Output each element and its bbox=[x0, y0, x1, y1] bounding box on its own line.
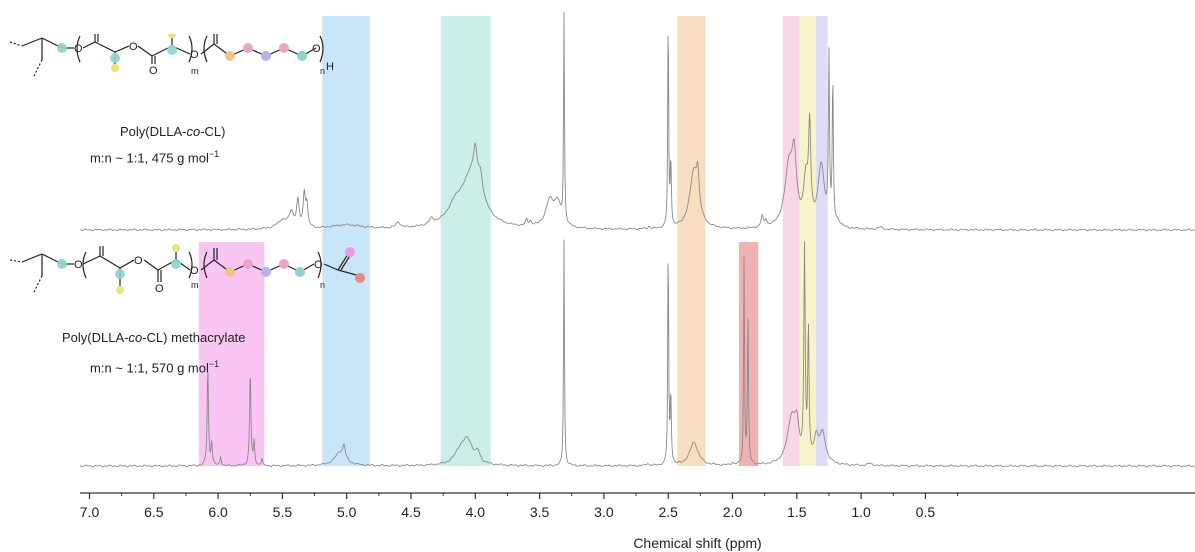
subscript-n: n bbox=[320, 280, 325, 290]
subscript-n: n bbox=[320, 66, 325, 76]
x-tick-label: 7.0 bbox=[80, 504, 100, 520]
highlight-region-0 bbox=[322, 16, 370, 466]
top-polymer-name: Poly(DLLA-co-CL) bbox=[120, 124, 226, 139]
x-tick-label: 1.0 bbox=[851, 504, 871, 520]
oxygen-atom: O bbox=[74, 259, 83, 271]
x-tick-label: 2.0 bbox=[723, 504, 743, 520]
x-axis: 7.0 6.5 6.0 5.5 5.0 4.5 4.0 3.5 3.0 2.5 2.0 1.5 1.0 0… bbox=[80, 492, 1195, 551]
highlight-region-2 bbox=[677, 16, 706, 466]
x-tick-label: 4.5 bbox=[401, 504, 421, 520]
highlight-region-3 bbox=[782, 16, 800, 466]
oxygen-atom: O bbox=[312, 43, 321, 55]
spectrum-traces bbox=[79, 11, 1195, 468]
highlight-region-1 bbox=[440, 16, 491, 466]
oxygen-atom: O bbox=[149, 65, 158, 77]
x-tick-label: 3.5 bbox=[530, 504, 550, 520]
bottom-structure-diagram: O O O O O m n bbox=[9, 244, 365, 295]
spectrum-trace-1 bbox=[79, 239, 1195, 468]
subscript-m: m bbox=[191, 280, 199, 290]
bottom-polymer-name: Poly(DLLA-co-CL) methacrylate bbox=[62, 330, 246, 345]
oxygen-atom: O bbox=[129, 41, 138, 53]
x-tick-label: 0.5 bbox=[916, 504, 936, 520]
oxygen-atom: O bbox=[155, 283, 164, 295]
oxygen-atom: O bbox=[134, 255, 143, 267]
highlight-region-5 bbox=[816, 16, 828, 466]
x-tick-label: 5.5 bbox=[273, 504, 293, 520]
highlight-region-4 bbox=[799, 16, 817, 466]
oxygen-atom: O bbox=[190, 49, 199, 61]
x-axis-label: Chemical shift (ppm) bbox=[633, 535, 761, 551]
end-group-h: H bbox=[326, 61, 334, 73]
top-polymer-ratio: m:n ~ 1:1, 475 g mol−1 bbox=[90, 149, 220, 166]
x-tick-label: 5.0 bbox=[337, 504, 357, 520]
oxygen-atom: O bbox=[74, 43, 83, 55]
x-tick-label: 1.5 bbox=[787, 504, 807, 520]
x-tick-label: 4.0 bbox=[466, 504, 486, 520]
subscript-m: m bbox=[191, 66, 199, 76]
top-structure-diagram: O O O O O m n H bbox=[9, 34, 334, 77]
x-tick-label: 3.0 bbox=[594, 504, 614, 520]
oxygen-atom: O bbox=[314, 259, 323, 271]
oxygen-atom: O bbox=[190, 265, 199, 277]
x-tick-label: 6.0 bbox=[208, 504, 228, 520]
highlight-region-6 bbox=[198, 242, 265, 466]
spectrum-trace-0 bbox=[79, 11, 1195, 232]
bottom-polymer-ratio: m:n ~ 1:1, 570 g mol−1 bbox=[90, 359, 220, 376]
x-tick-label: 6.5 bbox=[144, 504, 164, 520]
highlight-regions bbox=[198, 16, 828, 466]
x-tick-label: 2.5 bbox=[658, 504, 678, 520]
